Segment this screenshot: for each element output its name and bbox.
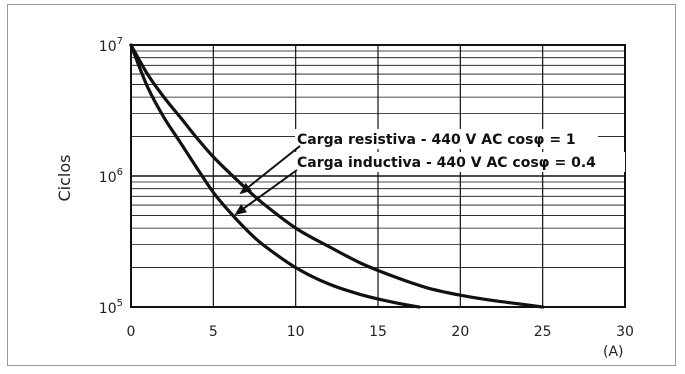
grid-lines: [131, 45, 625, 307]
plot-area: [130, 44, 626, 308]
x-tick-20: 20: [451, 324, 469, 340]
series-group: [129, 43, 545, 309]
y-tick-1e6: 106: [99, 167, 123, 186]
arrow-inductive: [234, 169, 298, 216]
annotation-inductive-bg: [295, 152, 625, 172]
y-axis-label: Ciclos: [55, 155, 74, 202]
series-line-inductive: [129, 43, 421, 309]
x-tick-labels: 0 5 10 15 20 25 30: [127, 324, 634, 340]
y-tick-1e7: 107: [99, 36, 123, 55]
x-tick-0: 0: [127, 324, 136, 340]
annotation-resistive: Carga resistiva - 440 V AC cosφ = 1: [297, 132, 576, 148]
chart-frame: [7, 4, 676, 366]
x-tick-15: 15: [369, 324, 387, 340]
x-axis-unit: (A): [603, 344, 624, 360]
x-tick-25: 25: [534, 324, 552, 340]
y-tick-1e5: 105: [99, 298, 123, 317]
x-tick-30: 30: [616, 324, 634, 340]
annotation-inductive: Carga inductiva - 440 V AC cosφ = 0.4: [297, 155, 596, 171]
annotation-resistive-bg: [295, 129, 598, 149]
series-line-resistive: [129, 43, 545, 309]
x-tick-10: 10: [287, 324, 305, 340]
arrow-resistive: [239, 145, 301, 195]
x-tick-5: 5: [209, 324, 218, 340]
y-tick-labels: 107 106 105: [99, 36, 123, 317]
